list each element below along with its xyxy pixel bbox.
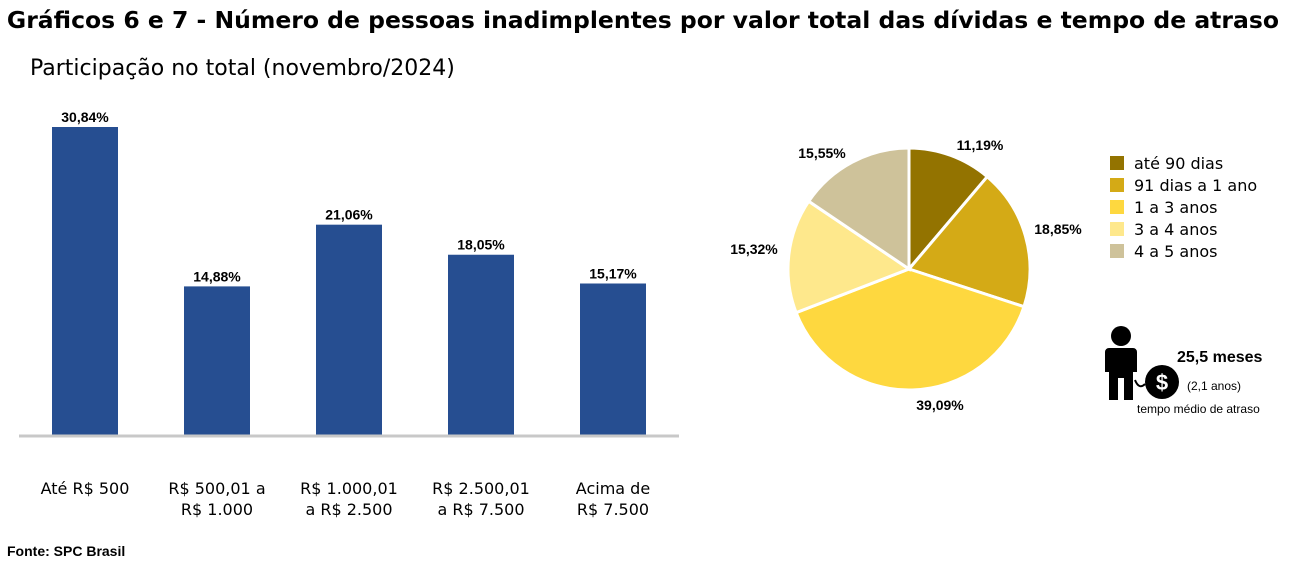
pie-slice xyxy=(806,146,911,272)
average-delay-value: 25,5 meses xyxy=(1177,349,1263,366)
bar xyxy=(580,283,646,435)
legend-item: 4 a 5 anos xyxy=(1110,240,1257,262)
bar-value-label: 14,88% xyxy=(193,268,241,284)
category-label: R$ 1.000,01 xyxy=(300,479,398,498)
category-label: R$ 500,01 a xyxy=(168,479,265,498)
pie-value-label: 11,19% xyxy=(957,137,1004,153)
bar xyxy=(316,224,382,435)
pie-slice xyxy=(907,146,990,274)
average-delay-years: (2,1 anos) xyxy=(1187,379,1242,393)
legend-label: 1 a 3 anos xyxy=(1134,197,1218,217)
bar xyxy=(448,254,514,435)
legend-swatch xyxy=(1110,200,1124,214)
pie-legend: até 90 dias 91 dias a 1 ano 1 a 3 anos 3 a … xyxy=(1110,152,1257,262)
legend-swatch xyxy=(1110,156,1124,170)
average-delay-description: tempo médio de atraso xyxy=(1137,402,1260,416)
category-label: Até R$ 500 xyxy=(41,479,130,498)
legend-label: até 90 dias xyxy=(1134,153,1224,173)
bar-chart: 30,84% Até R$ 500 14,88% R$ 500,01 a R$ 1.00… xyxy=(19,109,679,519)
chart-title: Gráficos 6 e 7 - Número de pessoas inadi… xyxy=(6,6,1279,34)
legend-label: 91 dias a 1 ano xyxy=(1134,175,1258,195)
legend-label: 4 a 5 anos xyxy=(1134,241,1218,261)
person-icon xyxy=(1105,326,1146,400)
pie-slice xyxy=(794,267,1026,392)
bar-value-label: 30,84% xyxy=(61,109,109,125)
chart-subtitle: Participação no total (novembro/2024) xyxy=(30,56,455,81)
legend-item: 1 a 3 anos xyxy=(1110,196,1257,218)
dollar-coin-icon: $ xyxy=(1145,365,1179,399)
pie-value-label: 15,32% xyxy=(730,241,778,257)
pie-value-label: 39,09% xyxy=(916,397,964,413)
legend-item: até 90 dias xyxy=(1110,152,1257,174)
category-label: Acima de xyxy=(576,479,650,498)
pie-slice xyxy=(906,174,1032,309)
legend-swatch xyxy=(1110,222,1124,236)
category-label: a R$ 2.500 xyxy=(305,500,392,519)
category-label: R$ 1.000 xyxy=(181,500,253,519)
bar-value-label: 18,05% xyxy=(457,237,505,253)
pie-value-label: 15,55% xyxy=(798,145,846,161)
legend-item: 3 a 4 anos xyxy=(1110,218,1257,240)
bar xyxy=(52,127,118,435)
bar xyxy=(184,286,250,435)
svg-text:$: $ xyxy=(1156,370,1168,395)
legend-label: 3 a 4 anos xyxy=(1134,219,1218,239)
bar-value-label: 21,06% xyxy=(325,207,373,223)
source-note: Fonte: SPC Brasil xyxy=(7,543,126,559)
category-label: R$ 2.500,01 xyxy=(432,479,530,498)
category-label: a R$ 7.500 xyxy=(437,500,524,519)
pie-slice xyxy=(786,199,913,315)
legend-swatch xyxy=(1110,178,1124,192)
pie-value-label: 18,85% xyxy=(1034,221,1082,237)
bar-value-label: 15,17% xyxy=(589,265,637,281)
legend-item: 91 dias a 1 ano xyxy=(1110,174,1257,196)
category-label: R$ 7.500 xyxy=(577,500,649,519)
legend-swatch xyxy=(1110,244,1124,258)
